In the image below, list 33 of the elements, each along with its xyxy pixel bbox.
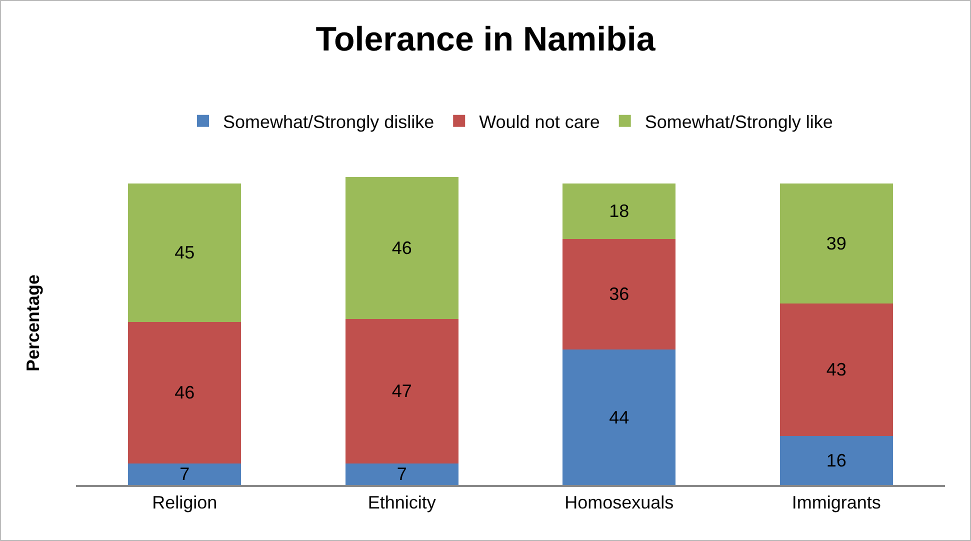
legend-label: Somewhat/Strongly dislike <box>223 112 434 132</box>
data-label: 43 <box>826 360 846 380</box>
data-label: 47 <box>392 381 412 402</box>
x-tick-label: Immigrants <box>792 492 881 512</box>
bar <box>780 303 893 436</box>
bar <box>345 318 458 464</box>
chart-title: Tolerance in Namibia <box>316 20 656 59</box>
bar <box>345 463 458 485</box>
bar <box>780 436 893 485</box>
data-label: 46 <box>392 238 412 258</box>
bar <box>562 238 676 350</box>
bar <box>128 322 242 464</box>
legend-label: Would not care <box>479 112 600 132</box>
data-label: 7 <box>396 464 407 484</box>
bar <box>562 350 676 485</box>
data-label: 44 <box>609 407 630 428</box>
bar <box>128 463 242 485</box>
bar <box>345 177 458 319</box>
bar <box>780 183 893 304</box>
data-label: 39 <box>826 233 846 254</box>
data-label: 7 <box>180 464 190 484</box>
data-label: 45 <box>174 242 195 263</box>
data-label: 18 <box>609 201 630 222</box>
legend-label: Somewhat/Strongly like <box>644 112 833 132</box>
data-label: 16 <box>826 450 846 470</box>
data-label: 46 <box>174 382 195 403</box>
bar <box>128 183 242 322</box>
x-tick-label: Religion <box>152 492 218 512</box>
y-axis-title: Percentage <box>23 274 43 372</box>
bar <box>562 183 676 239</box>
x-tick-label: Ethnicity <box>368 492 436 512</box>
x-tick-label: Homosexuals <box>564 492 674 512</box>
data-label: 36 <box>609 284 630 304</box>
